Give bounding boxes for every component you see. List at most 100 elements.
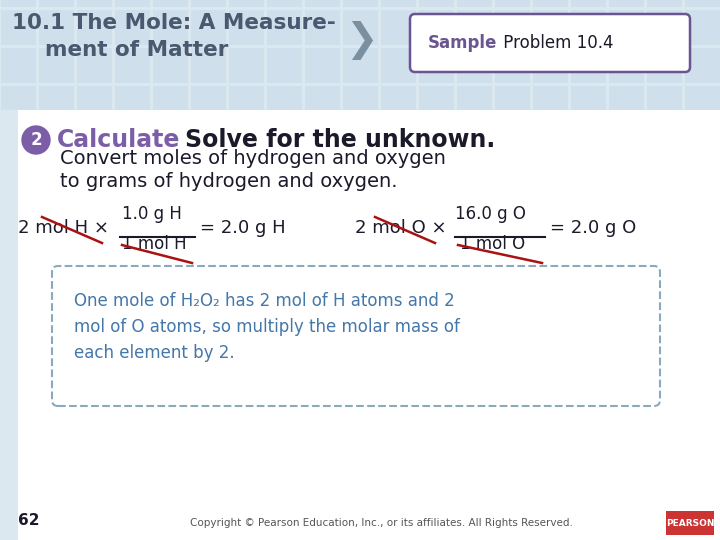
Bar [77,0,112,7]
Bar [39,86,74,121]
Bar [267,314,302,349]
Bar [77,314,112,349]
Bar [343,86,378,121]
Bar [419,48,454,83]
Bar [343,352,378,387]
Bar [1,124,36,159]
Bar [495,200,530,235]
Bar [305,466,340,501]
Bar [419,86,454,121]
Bar [381,314,416,349]
Bar [229,428,264,463]
Bar [457,466,492,501]
Bar [267,10,302,45]
Bar [343,10,378,45]
Bar [647,162,682,197]
Text: ment of Matter: ment of Matter [45,40,228,60]
Bar [77,86,112,121]
Bar [115,124,150,159]
Bar [533,390,568,425]
Bar [533,238,568,273]
Bar [343,276,378,311]
Bar [571,124,606,159]
Bar [1,390,36,425]
Text: Convert moles of hydrogen and oxygen: Convert moles of hydrogen and oxygen [60,149,446,168]
Bar [571,162,606,197]
Bar [533,428,568,463]
Bar [343,162,378,197]
Bar [115,428,150,463]
Bar [685,276,720,311]
Bar [39,276,74,311]
Bar [229,390,264,425]
Bar [419,124,454,159]
Bar [191,466,226,501]
Bar [153,200,188,235]
Bar [115,200,150,235]
Text: 62: 62 [18,513,40,528]
Bar [419,10,454,45]
Bar [685,10,720,45]
Bar [77,466,112,501]
Bar [609,352,644,387]
Bar [39,314,74,349]
Bar [153,124,188,159]
Bar [571,352,606,387]
Bar [39,48,74,83]
Bar [685,466,720,501]
Bar [495,428,530,463]
Text: ❯: ❯ [345,22,377,60]
Bar [495,238,530,273]
Text: 2 mol H ×: 2 mol H × [18,219,109,237]
Bar [267,86,302,121]
Bar [305,352,340,387]
Bar [115,390,150,425]
Bar [153,504,188,539]
Bar [609,86,644,121]
Bar [381,276,416,311]
Bar [381,124,416,159]
Bar [229,238,264,273]
Bar [77,48,112,83]
Bar [457,314,492,349]
Bar [419,276,454,311]
Bar [229,200,264,235]
Bar [153,10,188,45]
Bar [647,238,682,273]
Bar [647,124,682,159]
Bar [77,238,112,273]
Bar [153,0,188,7]
Bar [77,276,112,311]
Bar [381,390,416,425]
Bar [343,124,378,159]
Bar [457,124,492,159]
Bar [115,352,150,387]
Bar [267,276,302,311]
Bar [343,200,378,235]
Bar [305,314,340,349]
Bar [229,504,264,539]
Bar [419,352,454,387]
Bar [685,200,720,235]
Bar [419,390,454,425]
Bar [647,86,682,121]
Bar [457,10,492,45]
Bar [229,10,264,45]
Bar [305,86,340,121]
Bar [571,276,606,311]
Bar [457,200,492,235]
Bar [495,0,530,7]
Bar [77,124,112,159]
Bar [381,48,416,83]
Bar [1,504,36,539]
Bar [609,162,644,197]
Bar [533,162,568,197]
Bar [0,110,720,540]
Bar [39,352,74,387]
Bar [533,504,568,539]
Bar [39,466,74,501]
Bar [39,390,74,425]
Bar [305,428,340,463]
Bar [647,428,682,463]
Bar [457,504,492,539]
